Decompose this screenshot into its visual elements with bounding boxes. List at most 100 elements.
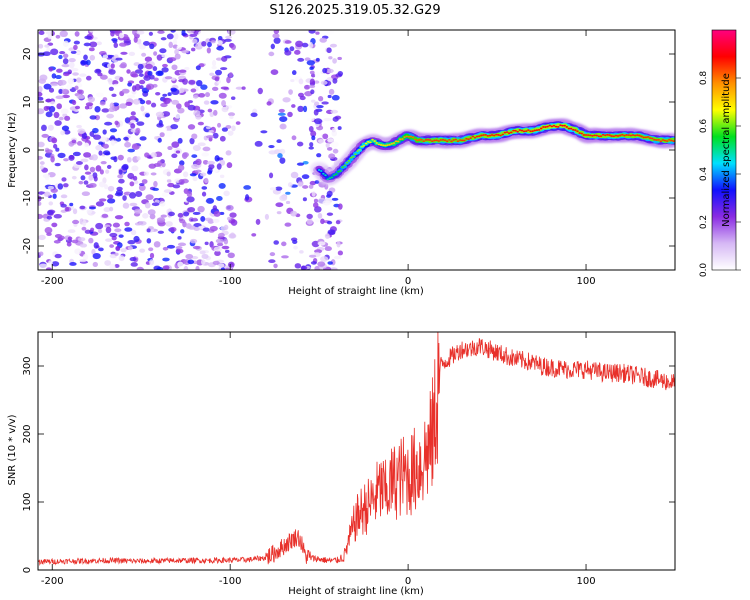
spectrogram-speckle: [38, 108, 45, 115]
spectrogram-speckle: [166, 179, 172, 183]
spectrogram-speckle: [229, 115, 234, 120]
spectrogram-speckle: [38, 201, 42, 206]
spectrogram-ridge-blob: [591, 134, 594, 137]
spectrogram-speckle: [209, 225, 218, 232]
spectrogram-speckle: [214, 76, 220, 82]
spectrogram-speckle: [212, 218, 220, 223]
spectrogram-speckle: [183, 265, 189, 270]
spectrogram-ridge-blob: [450, 140, 453, 143]
spectrogram-speckle: [317, 261, 326, 267]
spectrogram-speckle: [107, 194, 114, 199]
spectrogram-speckle: [195, 265, 200, 270]
spectrogram-speckle: [129, 257, 137, 262]
spectrogram-speckle: [99, 169, 104, 175]
spectrogram-speckle: [83, 42, 91, 47]
spectrogram-speckle: [130, 111, 136, 116]
spectrogram-speckle: [152, 66, 158, 72]
spectrogram-ridge-blob: [559, 124, 562, 127]
spectrogram-speckle: [217, 263, 225, 268]
spectrogram-speckle: [175, 150, 181, 154]
spectrogram-ridge-blob: [439, 139, 443, 141]
spectrogram-speckle: [229, 212, 237, 218]
spectrogram-speckle: [189, 238, 198, 244]
spectrogram-speckle: [321, 101, 329, 105]
spectrogram-speckle: [48, 87, 55, 93]
spectrogram-speckle: [160, 214, 167, 218]
spectrogram-speckle: [135, 254, 140, 258]
spectrogram-speckle: [108, 107, 116, 113]
spectrogram-speckle: [215, 238, 224, 244]
spectrogram-speckle: [219, 146, 226, 151]
spectrogram-speckle: [206, 160, 216, 165]
spectrogram-speckle: [162, 257, 170, 262]
spectrogram-speckle: [278, 108, 285, 113]
spectrogram-ridge-blob: [565, 126, 569, 128]
spectrogram-ridge-blob: [636, 134, 639, 137]
spectrogram-speckle: [127, 148, 136, 153]
spectrogram-speckle: [77, 128, 86, 134]
spectrogram-speckle: [127, 239, 136, 245]
spectrogram-speckle: [227, 252, 235, 259]
spectrogram-speckle: [192, 245, 201, 250]
spectrogram-speckle: [45, 111, 53, 118]
spectrogram-speckle: [308, 126, 314, 133]
spectrogram-ridge-blob: [386, 144, 389, 147]
spectrogram-speckle: [92, 261, 99, 268]
spectrogram-speckle: [227, 261, 235, 268]
spectrogram-speckle: [217, 242, 224, 247]
spectrogram-speckle: [220, 67, 228, 71]
figure-title: S126.2025.319.05.32.G29: [269, 3, 440, 18]
spectrogram-ridge-blob: [473, 136, 477, 139]
snr-x-tick-label: 100: [576, 576, 595, 587]
spectrogram-speckle: [331, 127, 336, 133]
spectrogram-speckle: [38, 96, 44, 101]
spectrogram-speckle: [138, 73, 144, 77]
spectrogram-speckle: [74, 31, 80, 37]
spectrogram-ridge-blob: [347, 159, 351, 162]
spectrogram-ridge-blob: [328, 177, 332, 180]
spectrogram-speckle: [88, 182, 97, 188]
spectrogram-speckle: [162, 63, 168, 68]
spectrogram-speckle: [156, 217, 166, 223]
spectrogram-speckle: [205, 126, 211, 130]
spectrogram-speckle: [38, 234, 46, 241]
spectrogram-speckle: [210, 100, 219, 105]
spectrogram-speckle: [162, 93, 168, 97]
spectrogram-speckle: [47, 33, 53, 40]
spectrogram-speckle: [45, 149, 53, 154]
spectrogram-speckle: [180, 229, 185, 234]
spectrogram-ridge-blob: [448, 138, 451, 141]
spectrogram-speckle: [109, 206, 114, 212]
spectrogram-speckle: [130, 262, 138, 267]
spectrogram-speckle: [47, 42, 54, 46]
spectrogram-speckle: [306, 117, 315, 122]
spectrogram-speckle: [63, 129, 71, 135]
spectrogram-speckle: [54, 162, 61, 167]
spectrogram-ridge-blob: [409, 135, 413, 138]
spectrogram-speckle: [50, 188, 58, 193]
spectrogram-ridge-blob: [646, 136, 650, 138]
spectrogram-speckle: [89, 41, 98, 48]
spectrogram-ridge-blob: [403, 136, 406, 139]
spectrogram-speckle: [71, 239, 79, 244]
spectrogram-speckle: [212, 260, 220, 266]
spectrogram-speckle: [227, 130, 234, 136]
spectrogram-speckle: [38, 155, 43, 160]
spectrogram-speckle: [109, 263, 116, 270]
spectrogram-speckle: [92, 36, 98, 40]
spectrogram-ridge-blob: [435, 139, 438, 142]
spectrogram-speckle: [104, 121, 113, 126]
spectrogram-speckle: [61, 64, 70, 68]
spectrogram-ridge-blob: [452, 139, 455, 141]
spectrogram-speckle: [134, 208, 143, 214]
spectrogram-ridge-blob: [388, 143, 391, 146]
spectrogram-speckle: [126, 69, 131, 74]
spectrogram-ridge-blob: [456, 140, 460, 143]
spectrogram-speckle: [251, 233, 257, 237]
spectrogram-speckle: [227, 30, 236, 35]
spectrogram-speckle: [337, 126, 342, 130]
spectrogram-speckle: [109, 102, 115, 109]
spectrogram-speckle: [68, 154, 75, 161]
spectrogram-speckle: [181, 32, 188, 36]
